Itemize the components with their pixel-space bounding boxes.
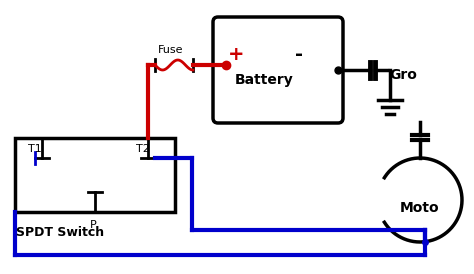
- Text: T2: T2: [136, 144, 150, 154]
- Text: Battery: Battery: [235, 73, 294, 87]
- Bar: [15, 138, 175, 212]
- Text: +: +: [228, 45, 245, 64]
- Text: P: P: [90, 220, 97, 230]
- Text: -: -: [295, 45, 303, 64]
- Text: Fuse: Fuse: [158, 45, 183, 55]
- Text: Gro: Gro: [389, 68, 417, 82]
- Text: T1: T1: [28, 144, 42, 154]
- Text: SPDT Switch: SPDT Switch: [16, 226, 104, 239]
- Text: Moto: Moto: [400, 201, 439, 215]
